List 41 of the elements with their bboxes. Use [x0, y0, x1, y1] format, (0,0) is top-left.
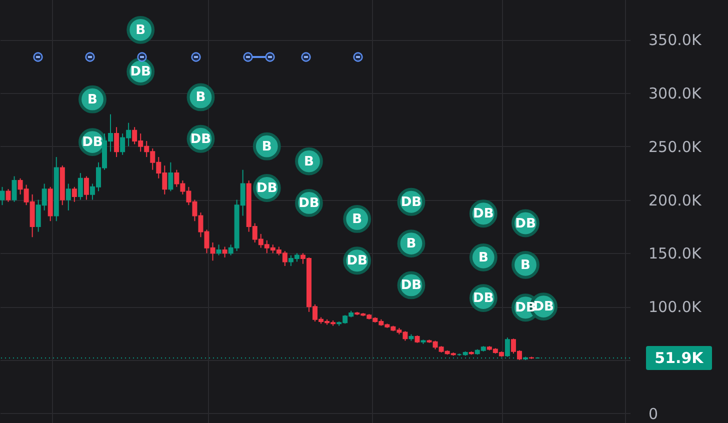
annotation: B: [88, 92, 98, 108]
annotation: B: [406, 236, 416, 252]
annotation: DB: [473, 291, 494, 306]
y-tick-label: 250.0K: [648, 138, 702, 156]
annotation: DB: [515, 300, 536, 316]
candlestick: [6, 188, 11, 202]
annotation: B: [304, 154, 314, 170]
y-tick-label: 200.0K: [648, 191, 702, 210]
annotation: DB: [82, 135, 103, 150]
annotation: B: [196, 90, 206, 106]
y-tick-label: 300.0K: [648, 84, 702, 102]
annotation: B: [136, 22, 146, 38]
annotation: DB: [190, 132, 212, 147]
candlestick: [168, 162, 174, 192]
candlestick: [216, 244, 222, 256]
annotation: DB: [130, 64, 151, 80]
y-tick-label: 150.0K: [648, 244, 702, 263]
candlestick: [66, 183, 71, 211]
candlestick: [84, 176, 89, 200]
annotation: DB: [298, 196, 320, 211]
candlestick: [12, 176, 17, 202]
candlestick: [0, 186, 5, 206]
annotation: DB: [515, 216, 536, 232]
annotation: DB: [256, 181, 278, 196]
y-tick-label: 100.0K: [648, 298, 702, 316]
ref-line-label: 51.9K: [646, 346, 712, 370]
annotation: B: [478, 250, 488, 266]
annotation: DB: [400, 194, 422, 210]
annotation: DB: [346, 254, 368, 269]
annotation: B: [352, 212, 362, 227]
candlestick: [78, 172, 83, 200]
annotation: B: [262, 139, 272, 154]
annotation: DB: [473, 206, 494, 222]
y-tick-label: 350.0K: [648, 31, 702, 50]
candlestick: [114, 126, 120, 158]
annotation: B: [520, 258, 530, 273]
candlestick: [72, 186, 77, 202]
candlestick: [222, 246, 228, 258]
annotation: DB: [533, 300, 554, 315]
annotation: DB: [400, 278, 422, 294]
y-tick-label: 0: [648, 404, 658, 423]
